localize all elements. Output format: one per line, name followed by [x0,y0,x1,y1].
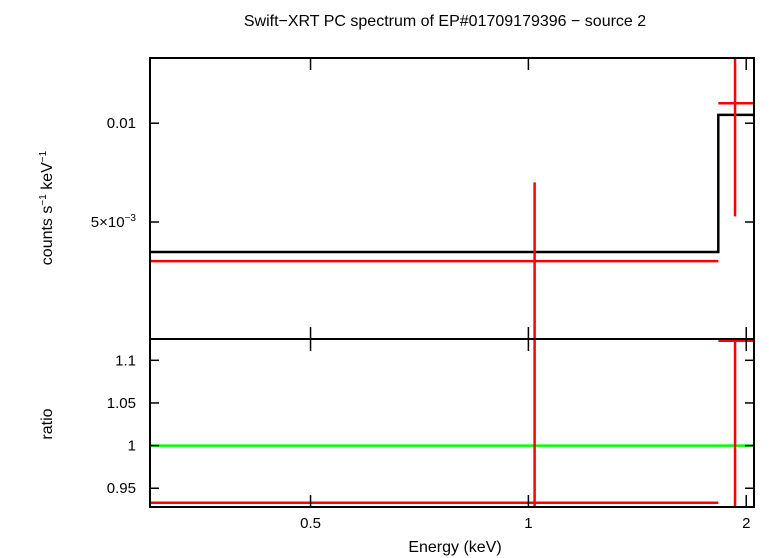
spectrum-ytick-label-exponent: −3 [125,213,137,224]
y-label-mid: keV [39,162,56,194]
spectrum-model-line [150,113,754,254]
spectrum-ytick-label: 0.01 [107,115,136,132]
x-tick-label: 0.5 [300,515,321,532]
ratio-ytick-label: 0.95 [107,480,136,497]
ratio-panel: 0.95 1 1.05 1.1 ratio [39,338,755,508]
chart-title: Swift−XRT PC spectrum of EP#01709179396 … [244,13,646,30]
x-tick-label: 2 [742,515,750,532]
y-label-sup1: −1 [38,194,49,206]
ratio-ytick-label: 1.05 [107,395,136,412]
ratio-y-label: ratio [39,408,56,439]
ratio-ticks: 0.95 1 1.05 1.1 [107,339,754,507]
spectrum-data-layer [150,58,754,339]
y-label-base: counts s [39,206,56,266]
spectrum-ytick-label: 5×10−3 [91,213,137,231]
x-tick-label: 1 [524,515,532,532]
x-tick-labels: 0.5 1 2 [300,515,750,532]
spectrum-y-label: counts s−1 keV−1 [38,150,56,265]
spectrum-ticks: 0.01 5×10−3 [91,58,754,339]
ratio-ytick-label: 1 [128,438,136,455]
ratio-ytick-label: 1.1 [115,352,136,369]
spectrum-panel: 0.015×10−3 counts s−1 keV−1 [38,57,755,340]
x-axis-label: Energy (keV) [408,539,501,556]
ratio-data-layer [150,339,754,507]
y-label-sup2: −1 [38,150,49,162]
ratio-panel-frame [149,338,755,508]
spectrum-panel-frame [149,57,755,340]
